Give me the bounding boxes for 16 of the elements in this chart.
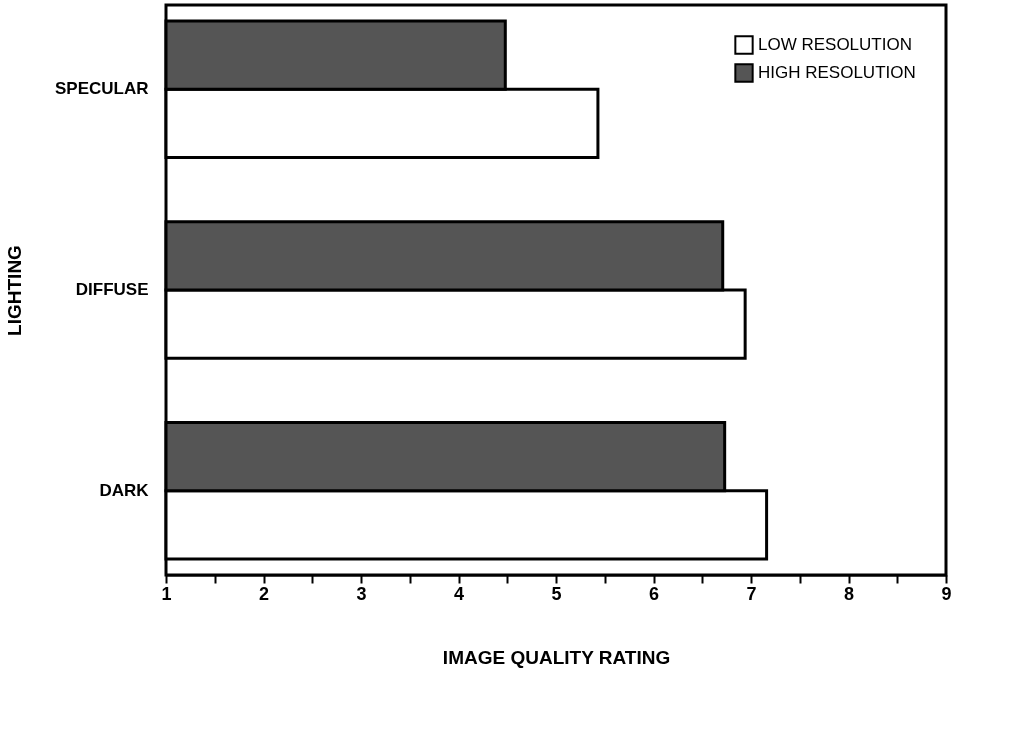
y-tick-label: DARK bbox=[99, 480, 150, 500]
y-axis-title: LIGHTING bbox=[3, 245, 25, 336]
x-tick-label: 8 bbox=[843, 583, 855, 604]
x-tick-label: 9 bbox=[941, 583, 952, 604]
y-tick-label: DIFFUSE bbox=[75, 280, 149, 299]
x-tick-label: 2 bbox=[258, 583, 270, 604]
x-tick-label: 1 bbox=[161, 583, 172, 604]
y-tick-label: SPECULAR bbox=[54, 79, 149, 99]
x-tick-label: 4 bbox=[453, 583, 465, 604]
x-tick-label: 3 bbox=[356, 583, 367, 604]
x-tick-label: 6 bbox=[648, 583, 660, 604]
x-tick-label: 5 bbox=[551, 583, 562, 604]
legend-label: HIGH RESOLUTION bbox=[758, 63, 916, 82]
x-axis-title: IMAGE QUALITY RATING bbox=[442, 646, 671, 668]
x-tick-label: 7 bbox=[746, 583, 757, 604]
legend-label: LOW RESOLUTION bbox=[758, 35, 912, 54]
